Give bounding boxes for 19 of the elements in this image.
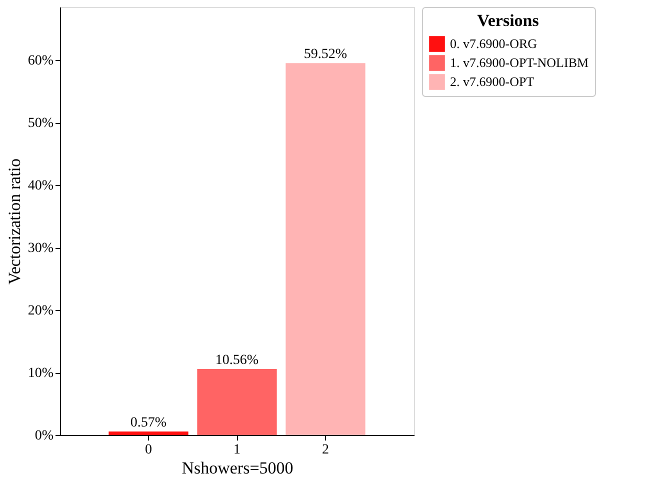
y-tick-label: 50% — [28, 116, 54, 132]
data-label: 59.52% — [304, 47, 348, 62]
data-label: 0.57% — [130, 415, 167, 430]
y-axis-title: Vectorization ratio — [4, 158, 24, 285]
y-tick-label: 0% — [34, 428, 54, 444]
y-tick-label: 60% — [28, 54, 54, 69]
legend-label: 2. v7.6900-OPT — [450, 74, 534, 89]
x-tick-label: 0 — [145, 442, 152, 458]
y-tick-label: 10% — [28, 366, 54, 382]
legend-label: 0. v7.6900-ORG — [450, 36, 538, 51]
x-tick-label: 1 — [234, 442, 240, 458]
x-axis-title: Nshowers=5000 — [182, 458, 294, 478]
legend-title: Versions — [477, 11, 540, 30]
y-tick-label: 40% — [28, 178, 54, 194]
y-tick-label: 20% — [28, 304, 54, 319]
legend-label: 1. v7.6900-OPT-NOLIBM — [450, 55, 589, 70]
x-tick-label: 2 — [322, 442, 329, 458]
y-tick-label: 30% — [28, 241, 54, 256]
data-label: 10.56% — [215, 353, 259, 368]
